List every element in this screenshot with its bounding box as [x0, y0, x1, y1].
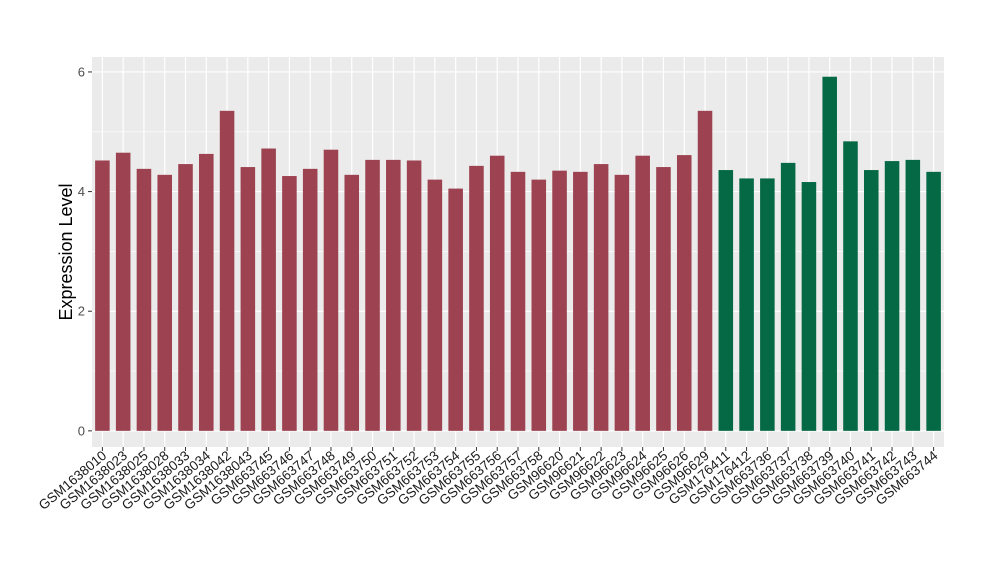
bars [95, 76, 941, 431]
bar-GSM663740 [843, 141, 858, 431]
bar-GSM96629 [697, 110, 713, 431]
bar-GSM663736 [760, 178, 775, 431]
bar-GSM663738 [801, 182, 817, 431]
bar-GSM663756 [489, 155, 505, 431]
bar-GSM663743 [905, 159, 921, 431]
bar-GSM663751 [386, 159, 401, 431]
bar-GSM663758 [531, 179, 547, 431]
y-tick-label: 2 [78, 304, 85, 319]
bar-GSM663757 [510, 171, 526, 431]
bar-GSM663753 [427, 179, 443, 431]
bar-GSM663752 [406, 160, 422, 431]
y-tick-label: 6 [78, 64, 85, 79]
bar-GSM663754 [448, 188, 463, 431]
bar-GSM1638033 [178, 164, 193, 431]
bar-GSM663746 [282, 176, 297, 431]
bar-GSM176412 [739, 178, 754, 431]
bar-GSM663744 [926, 171, 941, 431]
bar-GSM1638023 [115, 152, 131, 431]
bar-GSM1638025 [136, 168, 152, 431]
y-tick-label: 0 [78, 423, 85, 438]
bar-GSM1638028 [157, 174, 173, 431]
y-tick-label: 4 [78, 184, 85, 199]
bar-GSM663747 [302, 168, 318, 431]
bar-GSM663739 [822, 76, 837, 431]
bar-GSM96626 [676, 155, 692, 431]
bar-GSM96625 [656, 167, 671, 431]
bar-GSM96621 [573, 171, 588, 431]
bar-GSM1638042 [219, 110, 235, 431]
bar-GSM96622 [593, 164, 609, 431]
bar-GSM663741 [863, 170, 879, 431]
bar-GSM1638034 [199, 153, 214, 431]
bar-GSM96623 [614, 174, 630, 431]
bar-GSM663737 [780, 162, 796, 431]
bar-GSM663749 [344, 174, 360, 431]
bar-GSM663742 [884, 161, 900, 431]
y-axis: 0 2 4 6 [78, 64, 92, 438]
y-axis-label: Expression Level [56, 183, 76, 320]
bar-GSM663745 [261, 148, 276, 431]
bar-GSM663750 [365, 159, 380, 431]
bar-GSM96624 [635, 155, 650, 431]
bar-GSM1638010 [95, 160, 110, 431]
bar-GSM96620 [552, 170, 567, 431]
bar-GSM663748 [323, 149, 339, 431]
x-axis: GSM1638010GSM1638023GSM1638025GSM1638028… [36, 447, 941, 513]
bar-GSM1638043 [240, 167, 256, 431]
bar-GSM176411 [718, 170, 734, 431]
bar-GSM663755 [469, 165, 484, 431]
